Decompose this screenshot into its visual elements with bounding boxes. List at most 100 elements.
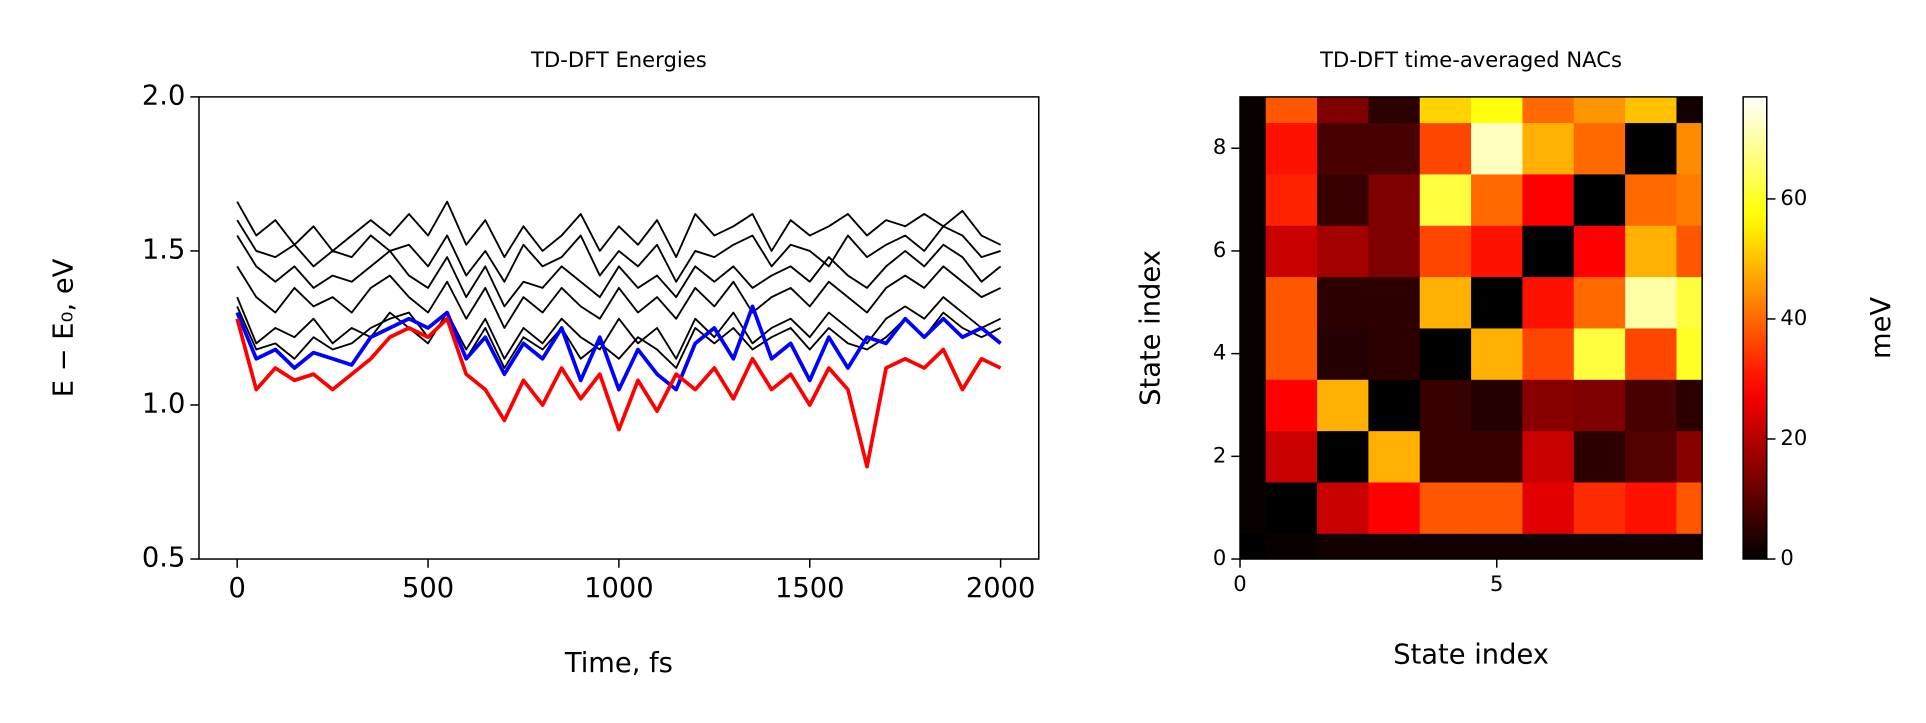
heatmap-cell: [1419, 533, 1472, 560]
heatmap-cell: [1368, 173, 1421, 226]
heatmap-cell: [1317, 276, 1369, 329]
heatmap-cell: [1265, 430, 1318, 483]
colorbar-tick-label: 40: [1780, 305, 1807, 330]
heatmap-cell: [1317, 379, 1369, 432]
plot-area: [235, 200, 1002, 469]
heatmap-cell: [1240, 225, 1267, 278]
heatmap-cell: [1368, 430, 1421, 483]
heatmap-cell: [1368, 96, 1421, 124]
y-tick-label: 0: [1213, 545, 1226, 570]
y-tick-label: 1.5: [142, 234, 185, 265]
heatmap-cell: [1573, 276, 1626, 329]
heatmap-cell: [1471, 96, 1523, 124]
series-line: [236, 219, 1001, 283]
x-axis-label: State index: [1393, 639, 1549, 670]
colorbar-label: meV: [1866, 297, 1897, 359]
x-tick-label: 0: [228, 573, 245, 604]
heatmap-cell: [1265, 173, 1318, 226]
heatmap-cell: [1471, 225, 1523, 278]
heatmap-cell: [1419, 122, 1472, 175]
heatmap-cell: [1317, 96, 1369, 124]
heatmap-cell: [1240, 327, 1267, 380]
axes-frame: [1239, 96, 1703, 560]
heatmap-cell: [1676, 430, 1703, 483]
series-line: [236, 265, 1002, 329]
heatmap-cell: [1522, 225, 1575, 278]
heatmap-cell: [1368, 533, 1421, 560]
colorbar-tick-label: 60: [1780, 185, 1807, 210]
x-axis-label: Time, fs: [564, 648, 673, 679]
heatmap-cell: [1573, 533, 1626, 560]
plot-area: [1240, 96, 1703, 560]
heatmap-cell: [1368, 327, 1421, 380]
heatmap-cell: [1625, 173, 1677, 226]
heatmap-cell: [1317, 482, 1369, 534]
heatmap-cell: [1522, 173, 1575, 226]
heatmap-cell: [1419, 96, 1472, 124]
heatmap-cell: [1265, 225, 1318, 278]
heatmap-cell: [1240, 122, 1267, 175]
heatmap-cell: [1676, 96, 1703, 124]
heatmap-cell: [1573, 122, 1626, 175]
heatmap-cell: [1317, 430, 1369, 483]
heatmap-cell: [1573, 173, 1626, 226]
heatmap-cell: [1240, 430, 1267, 483]
heatmap-cell: [1419, 482, 1472, 534]
heatmap-cell: [1419, 430, 1472, 483]
heatmap-cell: [1573, 430, 1626, 483]
chart-title: TD-DFT Energies: [530, 47, 707, 72]
heatmap-cell: [1265, 533, 1318, 560]
heatmap-cell: [1317, 533, 1369, 560]
heatmap-cell: [1317, 327, 1369, 380]
heatmap-cell: [1419, 225, 1472, 278]
heatmap-cell: [1265, 276, 1318, 329]
heatmap-cell: [1625, 482, 1677, 534]
heatmap-cell: [1471, 327, 1523, 380]
series-line: [235, 316, 1002, 469]
series-line: [236, 296, 1002, 360]
heatmap-cell: [1419, 173, 1472, 226]
x-tick-label: 5: [1490, 571, 1503, 596]
heatmap-cell: [1265, 379, 1318, 432]
y-axis-label: State index: [1135, 250, 1166, 406]
y-axis-label: E − E₀, eV: [48, 258, 79, 397]
y-tick-label: 6: [1213, 237, 1226, 262]
heatmap-cell: [1265, 327, 1318, 380]
heatmap-cell: [1676, 482, 1703, 534]
heatmap-cell: [1573, 327, 1626, 380]
heatmap-cell: [1368, 122, 1421, 175]
heatmap-cell: [1368, 225, 1421, 278]
heatmap-cell: [1471, 122, 1523, 175]
heatmap-cell: [1625, 276, 1677, 329]
heatmap-cell: [1676, 327, 1703, 380]
heatmap-cell: [1240, 533, 1267, 560]
heatmap-cell: [1625, 327, 1677, 380]
heatmap-cell: [1265, 482, 1318, 534]
heatmap-cell: [1471, 533, 1523, 560]
heatmap-cell: [1471, 276, 1523, 329]
heatmap-cell: [1471, 173, 1523, 226]
heatmap-cell: [1240, 96, 1267, 124]
colorbar-tick-label: 20: [1780, 425, 1807, 450]
heatmap-cell: [1625, 430, 1677, 483]
colorbar-tick-label: 0: [1780, 545, 1793, 570]
colorbar: [1742, 96, 1768, 560]
heatmap-cell: [1368, 276, 1421, 329]
series-line: [235, 304, 1002, 392]
heatmap-cell: [1471, 379, 1523, 432]
heatmap-cell: [1317, 122, 1369, 175]
heatmap-cell: [1676, 379, 1703, 432]
heatmap-cell: [1471, 430, 1523, 483]
y-tick-label: 4: [1213, 340, 1226, 365]
heatmap-cell: [1625, 96, 1677, 124]
heatmap-cell: [1625, 122, 1677, 175]
heatmap-cell: [1419, 327, 1472, 380]
x-tick-label: 2000: [966, 573, 1036, 604]
heatmap-cell: [1676, 173, 1703, 226]
heatmap-cell: [1573, 96, 1626, 124]
heatmap-cell: [1676, 225, 1703, 278]
x-tick-label: 500: [402, 573, 454, 604]
y-tick-label: 8: [1213, 134, 1226, 159]
heatmap-cell: [1419, 379, 1472, 432]
